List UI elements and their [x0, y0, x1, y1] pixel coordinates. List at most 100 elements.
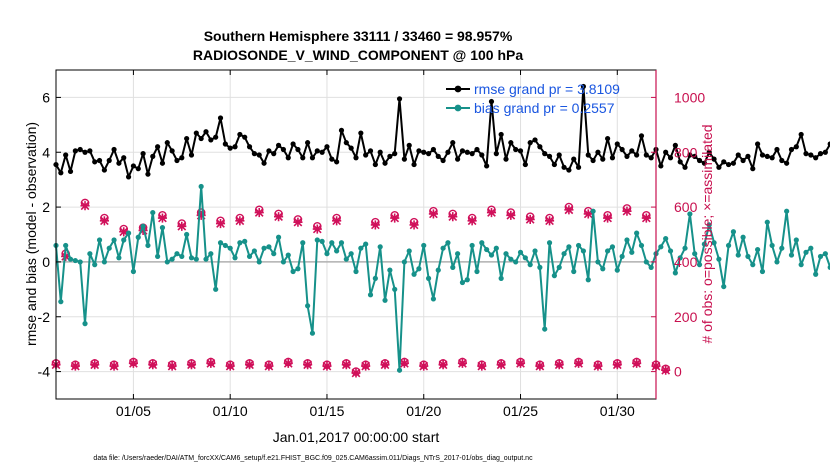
obs-assimilated-point — [380, 360, 390, 370]
rmse-point — [208, 137, 214, 143]
rmse-point — [827, 141, 830, 147]
rmse-point — [517, 148, 524, 154]
y-tick-label-left: 6 — [42, 89, 50, 105]
bias-point — [242, 238, 248, 244]
bias-point — [348, 251, 354, 257]
rmse-point — [672, 142, 678, 148]
rmse-point — [271, 151, 277, 157]
bias-point — [696, 262, 703, 268]
obs-assimilated-point — [574, 358, 584, 368]
x-tick-label: 01/30 — [600, 403, 635, 419]
rmse-point — [735, 152, 741, 158]
rmse-point — [246, 144, 253, 150]
obs-assimilated-point — [109, 361, 119, 371]
obs-assimilated-point — [312, 224, 322, 234]
bias-point — [58, 299, 64, 305]
rmse-point — [188, 152, 195, 158]
rmse-point — [696, 157, 703, 164]
legend: rmse grand pr = 3.8109 bias grand pr = 0… — [446, 81, 620, 116]
rmse-point — [198, 135, 204, 142]
y-tick-label-right: 600 — [674, 199, 698, 215]
rmse-point — [309, 155, 316, 161]
bias-point — [164, 259, 170, 265]
series-layer — [51, 83, 830, 378]
y-tick-label-right: 200 — [674, 309, 698, 325]
bias-point — [106, 245, 112, 251]
obs-assimilated-point — [399, 358, 409, 368]
bias-point — [300, 240, 306, 246]
bias-point — [363, 241, 369, 247]
bias-point — [813, 271, 819, 277]
bias-point — [305, 303, 311, 309]
obs-assimilated-point — [264, 361, 274, 371]
rmse-point — [382, 160, 388, 166]
obs-assimilated-point — [119, 227, 129, 237]
x-tick-label: 01/20 — [406, 403, 441, 419]
rmse-point — [687, 152, 693, 158]
rmse-point — [280, 146, 287, 153]
rmse-point — [643, 152, 649, 158]
rmse-point — [396, 96, 403, 102]
bias-point — [638, 242, 645, 249]
obs-assimilated-point — [215, 218, 226, 229]
obs-assimilated-point — [351, 368, 361, 378]
bias-point — [358, 245, 364, 251]
obs-assimilated-point — [661, 365, 671, 375]
obs-assimilated-point — [332, 216, 342, 226]
series-bias — [53, 183, 830, 373]
y-tick-label-right: 0 — [674, 364, 682, 380]
legend-rmse-marker — [454, 85, 462, 93]
rmse-point — [648, 155, 654, 161]
bias-point — [188, 255, 195, 261]
obs-assimilated-point — [390, 213, 400, 223]
bias-point — [730, 229, 737, 235]
rmse-point — [701, 160, 707, 166]
rmse-point — [692, 153, 698, 159]
obs-assimilated-point — [370, 220, 380, 230]
rmse-point — [358, 130, 364, 136]
y-axis-label-left: rmse and bias (model - observation) — [23, 122, 39, 346]
obs-assimilated-point — [612, 360, 622, 370]
rmse-point — [193, 130, 199, 136]
bias-point — [314, 237, 320, 243]
bias-point — [377, 244, 383, 250]
obs-assimilated-point — [99, 216, 109, 226]
obs-assimilated-point — [496, 360, 506, 370]
bias-point — [421, 242, 427, 249]
rmse-point — [595, 149, 601, 155]
bias-point — [387, 267, 393, 273]
obs-assimilated-point — [274, 212, 284, 222]
bias-point — [96, 237, 103, 243]
rmse-point — [484, 163, 490, 169]
rmse-point — [450, 140, 456, 146]
bias-point — [755, 246, 761, 253]
bias-point — [808, 245, 814, 251]
rmse-point — [551, 161, 557, 168]
rmse-point — [585, 152, 591, 158]
rmse-point — [745, 153, 751, 159]
rmse-point — [319, 149, 325, 155]
bias-point — [174, 251, 180, 257]
x-axis-label: Jan.01,2017 00:00:00 start — [273, 429, 440, 445]
obs-assimilated-point — [128, 358, 138, 368]
rmse-point — [256, 152, 262, 158]
obs-assimilated-point — [554, 360, 564, 370]
rmse-point — [96, 157, 103, 164]
bias-point — [566, 244, 572, 250]
rmse-point — [638, 133, 645, 139]
obs-assimilated-point — [515, 358, 526, 368]
obs-assimilated-point — [206, 358, 216, 368]
rmse-point — [101, 167, 107, 173]
bias-point — [271, 251, 277, 257]
bias-point — [716, 256, 722, 262]
obs-assimilated-point — [254, 208, 264, 218]
bias-point — [779, 245, 785, 251]
bias-point — [382, 297, 388, 303]
bias-point — [459, 279, 466, 286]
bias-point — [542, 326, 548, 332]
rmse-point — [63, 152, 69, 158]
rmse-point — [261, 160, 267, 166]
rmse-point — [459, 148, 466, 154]
bias-point — [551, 273, 557, 279]
rmse-point — [237, 131, 243, 138]
